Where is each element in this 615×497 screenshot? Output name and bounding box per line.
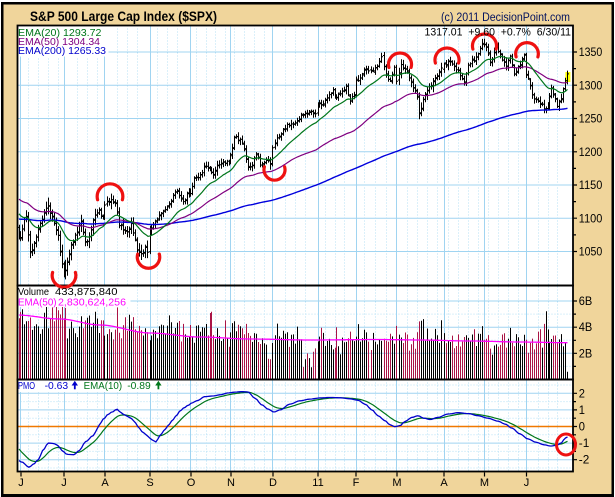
svg-text:2: 2 [579, 388, 585, 400]
svg-text:1050: 1050 [579, 247, 603, 259]
svg-text:EMA(20) 1293.72: EMA(20) 1293.72 [18, 27, 102, 39]
svg-text:1200: 1200 [579, 147, 603, 159]
svg-text:A: A [101, 477, 109, 489]
svg-text:2,830,624,256: 2,830,624,256 [58, 296, 126, 308]
svg-text:4B: 4B [579, 322, 593, 334]
svg-text:EMA(50) 1304.34: EMA(50) 1304.34 [18, 36, 100, 48]
svg-text:-2: -2 [579, 455, 590, 467]
svg-text:-0.89: -0.89 [127, 380, 151, 392]
svg-text:O: O [187, 477, 196, 489]
svg-text:433,875,840: 433,875,840 [55, 286, 118, 298]
svg-text:M: M [392, 477, 401, 489]
svg-text:1150: 1150 [579, 180, 603, 192]
svg-text:1250: 1250 [579, 114, 603, 126]
svg-text:J: J [18, 477, 24, 489]
svg-text:EMA(200) 1265.33: EMA(200) 1265.33 [18, 45, 106, 57]
svg-text:1350: 1350 [579, 47, 603, 59]
svg-text:PMO: PMO [18, 380, 35, 392]
svg-text:M: M [480, 477, 489, 489]
svg-text:11: 11 [312, 477, 323, 489]
svg-text:S&P 500 Large Cap Index ($SPX): S&P 500 Large Cap Index ($SPX) [30, 9, 217, 24]
svg-text:6B: 6B [579, 296, 593, 308]
svg-text:D: D [269, 477, 277, 489]
svg-text:1317.01 +9.60 +0.7% 6/30/11: 1317.01 +9.60 +0.7% 6/30/11 [425, 27, 572, 39]
svg-text:S: S [146, 477, 153, 489]
svg-text:-1: -1 [579, 438, 590, 450]
svg-text:EMA(50): EMA(50) [18, 296, 57, 308]
svg-text:J: J [61, 477, 67, 489]
svg-text:2B: 2B [579, 348, 593, 360]
svg-text:F: F [353, 477, 360, 489]
svg-text:0: 0 [579, 422, 585, 434]
svg-text:EMA(10): EMA(10) [84, 380, 123, 392]
svg-text:1300: 1300 [579, 80, 603, 92]
svg-text:N: N [227, 477, 235, 489]
svg-text:1100: 1100 [579, 213, 603, 225]
svg-text:(c) 2011 DecisionPoint.com: (c) 2011 DecisionPoint.com [441, 12, 570, 24]
svg-text:Volume: Volume [18, 286, 49, 298]
svg-text:J: J [524, 477, 530, 489]
svg-text:A: A [440, 477, 448, 489]
svg-text:-0.63: -0.63 [45, 380, 69, 392]
svg-text:1: 1 [579, 405, 585, 417]
